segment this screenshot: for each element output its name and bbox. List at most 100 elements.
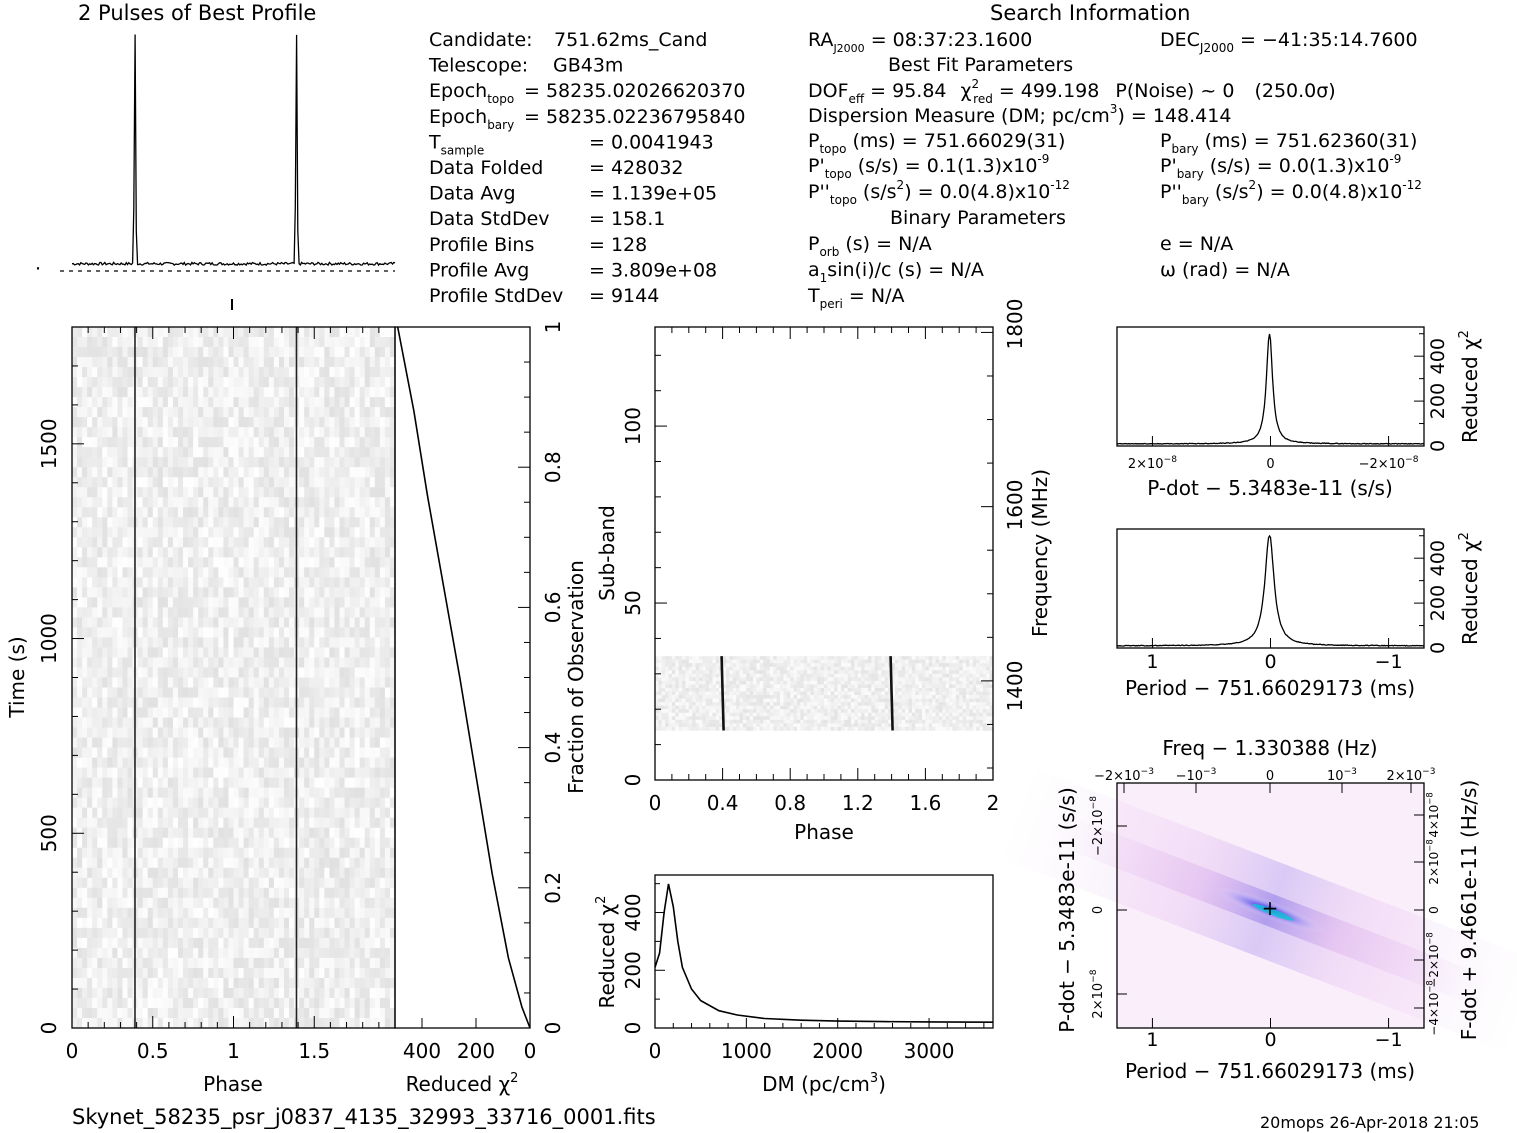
time-phase-cell — [137, 957, 144, 969]
time-phase-cell — [208, 877, 214, 889]
time-phase-cell — [92, 717, 98, 728]
time-phase-cell — [233, 597, 239, 608]
time-phase-cell — [137, 657, 144, 668]
time-phase-cell — [384, 587, 391, 598]
time-phase-cell — [379, 757, 386, 769]
time-phase-cell — [273, 1017, 280, 1029]
info-left-label: Data Folded — [429, 157, 543, 179]
time-phase-cell — [157, 487, 164, 498]
time-phase-cell — [289, 897, 295, 909]
time-phase-cell — [263, 1007, 270, 1019]
time-phase-cell — [263, 427, 270, 438]
time-phase-cell — [177, 497, 184, 508]
time-phase-cell — [314, 357, 320, 368]
time-phase-cell — [349, 727, 356, 738]
time-phase-cell — [319, 787, 325, 799]
time-phase-cell — [349, 467, 356, 478]
time-phase-cell — [314, 497, 320, 508]
time-phase-cell — [77, 527, 83, 538]
time-phase-cell — [218, 507, 224, 518]
time-phase-cell — [349, 607, 356, 618]
time-phase-cell — [92, 607, 98, 618]
time-phase-cell — [354, 837, 361, 849]
time-phase-cell — [299, 367, 305, 378]
time-phase-cell — [344, 757, 350, 769]
time-phase-cell — [278, 367, 285, 378]
time-phase-cell — [127, 367, 133, 378]
time-phase-cell — [283, 927, 290, 939]
time-phase-cell — [142, 817, 149, 829]
time-phase-cell — [314, 667, 320, 678]
time-phase-cell — [193, 507, 199, 518]
time-phase-cell — [92, 557, 98, 568]
subband-cell — [675, 666, 679, 671]
time-phase-cell — [223, 557, 229, 568]
time-phase-cell — [314, 737, 320, 748]
subband-cell — [938, 663, 943, 668]
time-phase-cell — [349, 447, 356, 458]
time-phase-cell — [152, 617, 159, 628]
time-phase-cell — [344, 1017, 350, 1029]
time-phase-cell — [77, 417, 83, 428]
time-phase-cell — [193, 897, 199, 909]
time-phase-cell — [299, 757, 305, 769]
time-phase-cell — [334, 817, 340, 829]
time-phase-cell — [172, 687, 179, 698]
time-phase-cell — [278, 497, 285, 508]
time-phase-cell — [223, 447, 229, 458]
time-phase-cell — [258, 377, 265, 388]
time-phase-cell — [193, 567, 199, 578]
time-phase-cell — [142, 577, 149, 588]
time-phase-cell — [299, 357, 305, 368]
time-phase-cell — [243, 607, 250, 618]
time-phase-cell — [122, 467, 128, 478]
time-phase-cell — [334, 637, 340, 648]
time-phase-cell — [329, 877, 335, 889]
time-phase-cell — [107, 947, 113, 959]
time-phase-cell — [379, 837, 386, 849]
time-phase-cell — [278, 717, 285, 728]
time-phase-cell — [198, 947, 204, 959]
time-phase-cell — [379, 877, 386, 889]
time-phase-cell — [248, 417, 255, 428]
time-phase-cell — [122, 607, 128, 618]
time-phase-cell — [359, 707, 366, 718]
time-phase-cell — [127, 687, 133, 698]
time-phase-cell — [389, 1007, 396, 1019]
time-phase-cell — [208, 717, 214, 728]
time-phase-cell — [188, 987, 194, 999]
time-phase-cell — [92, 937, 98, 949]
time-phase-cell — [273, 627, 280, 638]
time-phase-cell — [82, 607, 88, 618]
time-phase-cell — [289, 697, 295, 708]
time-phase-cell — [283, 1017, 290, 1029]
time-phase-cell — [289, 767, 295, 779]
subband-cell — [857, 663, 862, 668]
time-phase-cell — [233, 957, 239, 969]
time-phase-cell — [137, 717, 144, 728]
time-phase-cell — [87, 617, 93, 628]
time-phase-cell — [273, 897, 280, 909]
time-phase-cell — [193, 907, 199, 919]
time-phase-cell — [198, 607, 204, 618]
time-phase-cell — [122, 647, 128, 658]
time-phase-cell — [263, 737, 270, 748]
time-phase-cell — [82, 927, 88, 939]
time-phase-cell — [389, 537, 396, 548]
time-phase-cell — [273, 537, 280, 548]
time-phase-cell — [263, 477, 270, 488]
time-phase-cell — [183, 707, 189, 718]
time-phase-cell — [72, 797, 78, 809]
subband-cell — [969, 663, 974, 668]
time-phase-cell — [344, 377, 350, 388]
time-phase-cell — [117, 947, 123, 959]
time-phase-cell — [273, 667, 280, 678]
time-phase-cell — [203, 787, 209, 799]
time-phase-cell — [283, 847, 290, 859]
time-phase-cell — [268, 627, 275, 638]
time-phase-cell — [314, 997, 320, 1009]
time-phase-cell — [92, 757, 98, 769]
time-phase-cell — [374, 777, 381, 789]
time-phase-cell — [243, 487, 250, 498]
time-phase-cell — [188, 607, 194, 618]
